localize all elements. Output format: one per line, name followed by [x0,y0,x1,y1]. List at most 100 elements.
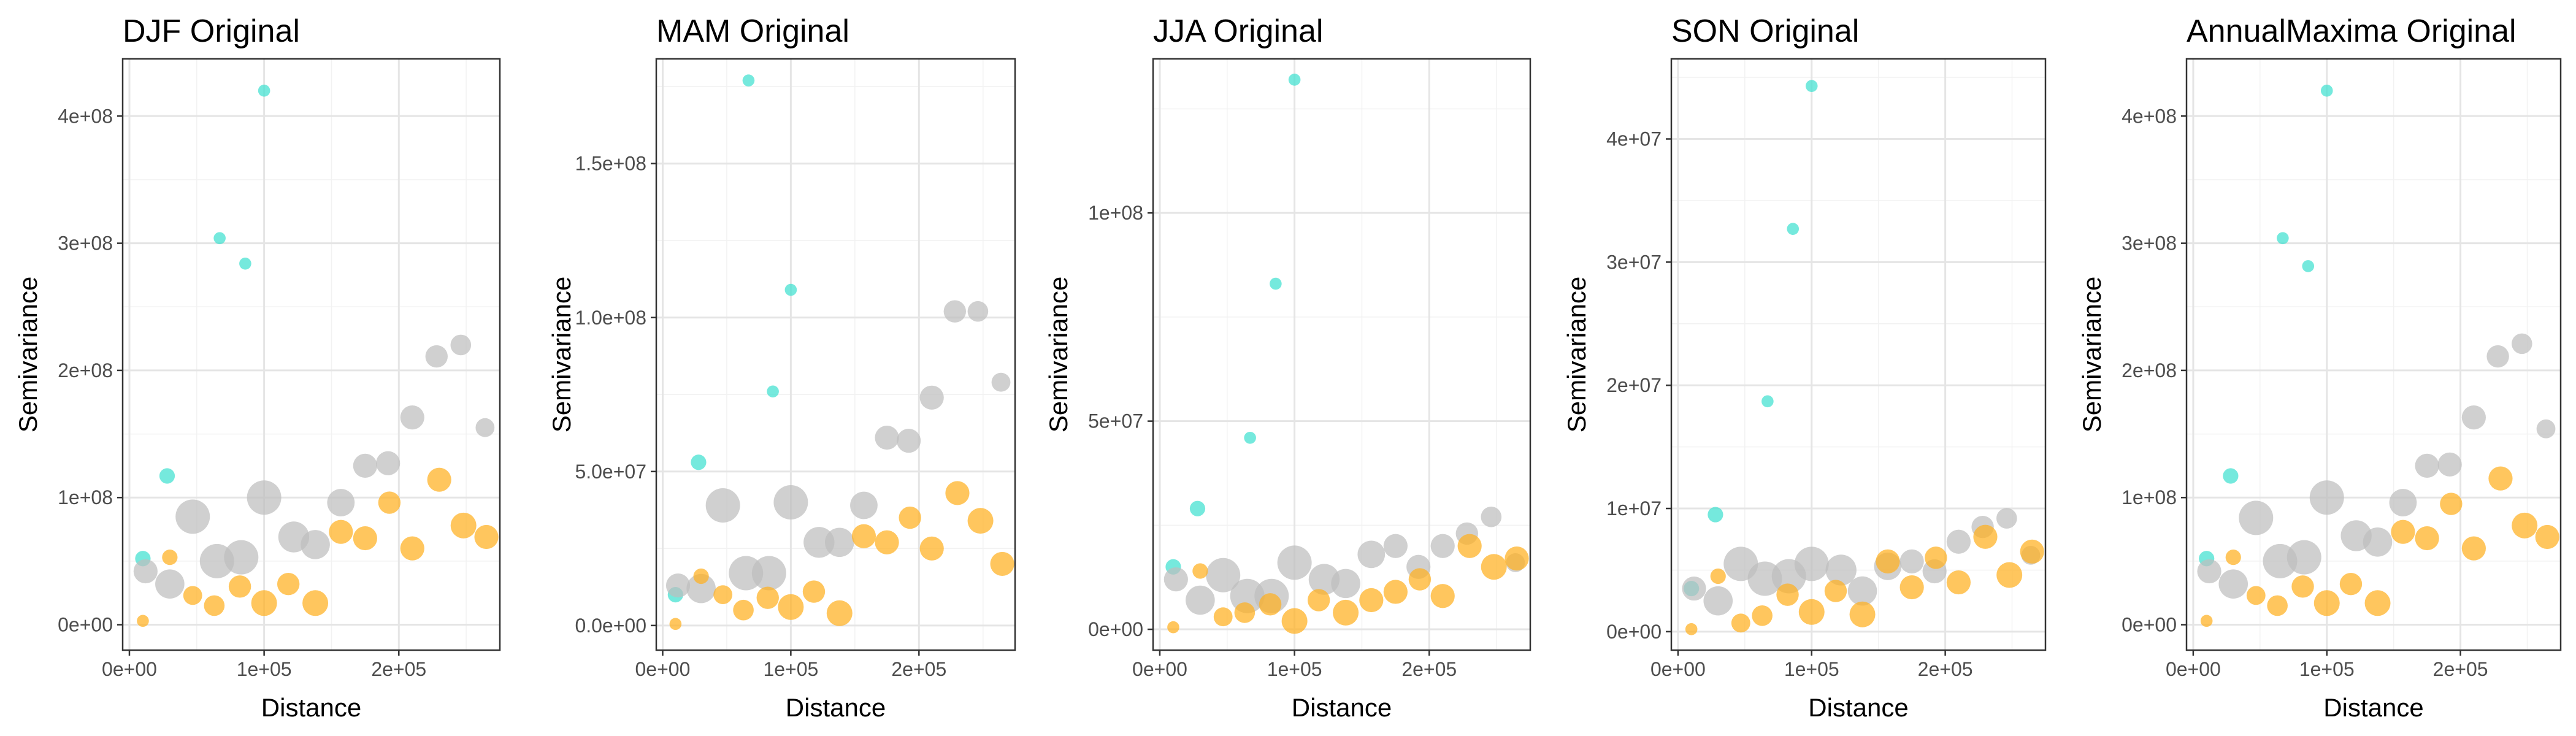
data-point [705,488,740,523]
y-axis-title: Semivariance [1044,277,1073,432]
x-tick-label: 0e+00 [635,658,691,680]
y-tick-label: 5.0e+07 [575,461,646,483]
x-axis-title: Distance [786,693,886,722]
data-point [2287,540,2321,575]
data-point [1876,549,1900,574]
x-tick-label: 1e+05 [1267,658,1322,680]
data-point [1899,549,1924,574]
x-tick-label: 1e+05 [2299,658,2355,680]
x-axis-title: Distance [2323,693,2423,722]
data-point [1206,558,1241,592]
data-point [733,599,754,621]
data-point [2020,539,2044,564]
data-point [2239,500,2274,535]
data-point [751,556,786,591]
data-point [2277,232,2289,245]
y-tick-label: 0e+00 [1606,621,1662,643]
data-point [1167,621,1179,634]
data-point [159,468,175,484]
data-point [1787,223,1800,235]
data-point [2363,527,2393,557]
data-point [329,519,353,544]
data-point [2391,519,2415,544]
data-point [1234,602,1255,623]
data-point [1357,540,1386,569]
y-tick-label: 4e+08 [58,105,113,127]
data-point [767,385,779,398]
data-point [175,499,210,534]
data-point [2488,466,2513,491]
x-axis-title: Distance [1808,693,1908,722]
data-point [327,489,355,516]
data-point [2339,572,2363,596]
data-point [1761,395,1774,408]
y-tick-label: 1.0e+08 [575,307,646,329]
y-axis-title: Semivariance [2077,277,2106,432]
data-point [2415,526,2439,551]
points [665,74,1014,631]
y-tick-label: 1e+08 [58,486,113,508]
data-point [784,283,797,296]
data-point [1710,568,1726,585]
y-tick-label: 2e+08 [2122,359,2177,381]
panel-title: DJF Original [123,13,300,49]
panel-title: MAM Original [656,13,849,49]
data-point [1703,586,1733,616]
data-point [258,85,270,97]
data-point [756,586,779,609]
y-axis-title: Semivariance [547,277,576,432]
y-tick-label: 4e+08 [2122,105,2177,127]
y-tick-label: 3e+08 [2122,232,2177,255]
data-point [301,530,330,559]
panel-1: 0e+00 1e+05 2e+05 0e+00 1e+08 2e+08 3e+08 4e+08… [13,13,501,722]
x-tick-label: 2e+05 [371,658,426,680]
data-point [376,451,401,475]
y-tick-label: 1e+08 [1088,202,1143,224]
data-point [686,573,716,604]
data-point [742,74,755,86]
data-point [162,550,178,565]
data-point [778,594,804,620]
y-tick-label: 3e+08 [58,232,113,255]
x-tick-label: 2e+05 [1401,658,1457,680]
data-point [803,527,835,558]
data-point [1408,568,1432,591]
data-point [850,491,878,519]
data-point [1776,583,1799,606]
x-axis-title: Distance [261,693,361,722]
x-tick-label: 1e+05 [1784,658,1839,680]
data-point [2461,405,2486,430]
data-point [773,485,808,519]
data-point [1805,80,1818,92]
data-point [2223,468,2239,484]
data-point [2512,512,2538,539]
data-point [693,568,709,585]
data-point [1925,546,1947,569]
data-point [1192,563,1208,579]
data-point [2512,333,2532,355]
x-tick-label: 0e+00 [1132,658,1187,680]
data-point [1163,567,1188,592]
data-point [137,615,149,627]
data-point [2415,453,2439,478]
data-point [945,481,970,505]
data-point [1996,508,2017,529]
y-tick-label: 1e+08 [2122,486,2177,508]
data-point [1383,580,1408,604]
y-tick-label: 2e+07 [1606,374,1662,396]
data-point [277,572,300,596]
y-tick-label: 5e+07 [1088,410,1143,432]
data-point [1899,575,1924,600]
data-point [1331,569,1360,599]
data-point [155,569,185,599]
data-point [1946,529,1971,554]
y-tick-label: 3e+07 [1606,251,1662,273]
data-point [1731,613,1750,633]
y-tick-label: 1.5e+08 [575,153,646,175]
data-point [425,345,448,368]
x-tick-label: 1e+05 [237,658,292,680]
x-tick-label: 0e+00 [2166,658,2221,680]
panel-border [655,58,1016,651]
